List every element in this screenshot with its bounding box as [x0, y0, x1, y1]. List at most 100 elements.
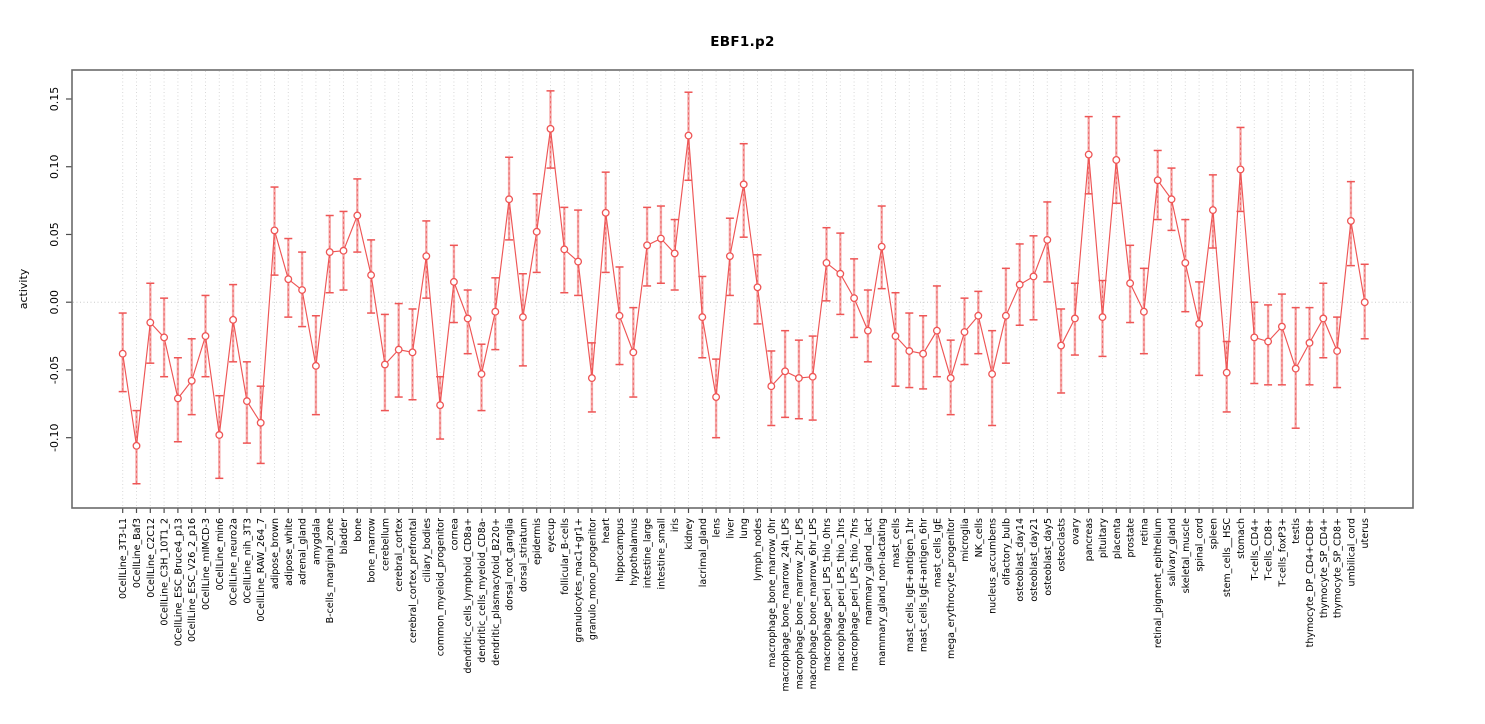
x-tick-label: NK_cells	[974, 518, 985, 557]
x-tick-label: mammary_gland__lact	[863, 518, 874, 625]
data-point	[298, 286, 307, 294]
data-point	[629, 348, 638, 357]
plot-frame	[71, 69, 1414, 509]
x-tick-label: bone_marrow	[367, 518, 378, 583]
data-point	[270, 226, 279, 235]
data-point	[325, 248, 334, 257]
data-point	[339, 246, 348, 255]
data-point	[1139, 307, 1148, 316]
data-point	[408, 348, 417, 357]
x-tick-label: follicular_B-cells	[560, 518, 571, 595]
data-point	[229, 315, 238, 324]
data-point	[684, 131, 693, 140]
x-tick-label: 0CellLine_C3H_10T1_2	[160, 518, 171, 626]
data-point	[380, 360, 389, 369]
x-tick-label: intestine_large	[643, 518, 654, 588]
x-tick-label: thymocyte_SP_CD4+	[1319, 518, 1330, 618]
x-tick-label: skeletal_muscle	[1181, 518, 1192, 593]
data-point	[132, 441, 141, 450]
x-tick-label: 0CellLine_RAW_264_7	[256, 518, 267, 622]
y-tick-label: 0.15	[48, 87, 61, 112]
data-point	[422, 252, 431, 261]
x-tick-label: adipose_white	[284, 518, 295, 586]
data-point	[546, 124, 555, 133]
y-axis-label: activity	[17, 268, 30, 309]
data-point	[1015, 280, 1024, 289]
x-tick-label: 0CellLine_mIMCD-3	[201, 518, 212, 610]
x-tick-label: dorsal_root_ganglia	[505, 518, 516, 611]
x-tick-label: dendritic_cells_myeloid_CD8a-	[477, 518, 488, 663]
x-tick-label: spleen	[1208, 518, 1219, 549]
x-tick-label: granulo_mono_progenitor	[587, 518, 598, 640]
y-tick-label: -0.05	[48, 356, 61, 384]
data-point	[863, 326, 872, 335]
x-tick-label: olfactory_bulb	[1001, 518, 1012, 585]
data-point	[1001, 311, 1010, 320]
data-point	[1346, 216, 1355, 225]
data-point	[187, 376, 196, 385]
x-tick-label: macrophage_bone_marrow_2hr_LPS	[794, 518, 805, 689]
chart-title: EBF1.p2	[710, 34, 774, 50]
data-point	[767, 382, 776, 391]
y-tick-label: 0.05	[48, 222, 61, 247]
x-tick-label: mast_cells_IgE+antigen_1hr	[905, 518, 916, 652]
data-point	[574, 257, 583, 266]
data-point	[353, 211, 362, 220]
x-tick-label: mast_cells_IgE+antigen_6hr	[919, 518, 930, 652]
x-tick-label: pituitary	[1098, 518, 1109, 559]
x-tick-label: cerebral_cortex	[394, 518, 405, 592]
data-point	[1195, 319, 1204, 328]
data-point	[587, 374, 596, 383]
x-tick-label: macrophage_bone_marrow_0hr	[767, 518, 778, 668]
data-point	[256, 418, 265, 427]
x-tick-label: 0CellLine_3T3-L1	[118, 518, 129, 599]
x-tick-label: mega_erythrocyte_progenitor	[946, 518, 957, 659]
x-tick-label: nucleus_accumbens	[988, 518, 999, 614]
data-point	[284, 275, 293, 284]
x-tick-label: cornea	[449, 518, 460, 550]
x-tick-label: prostate	[1126, 518, 1137, 558]
data-point	[1305, 338, 1314, 347]
data-point	[905, 347, 914, 355]
x-tick-label: thymocyte_DP_CD4+CD8+	[1305, 518, 1316, 647]
data-point	[932, 326, 941, 335]
x-tick-label: adipose_brown	[270, 518, 281, 589]
data-point	[1208, 206, 1217, 215]
data-point	[477, 370, 486, 378]
x-tick-label: 0CellLine_ESC_V26_2_p16	[187, 518, 198, 642]
x-tick-label: B-cells_marginal_zone	[325, 518, 336, 624]
data-point	[615, 311, 624, 320]
data-point	[808, 372, 817, 381]
x-tick-label: stomach	[1236, 518, 1247, 559]
x-tick-label: intestine_small	[656, 518, 667, 589]
data-point	[1070, 314, 1079, 323]
data-point	[311, 361, 320, 370]
x-tick-label: kidney	[684, 518, 695, 550]
x-tick-label: T-cells_foxP3+	[1277, 518, 1288, 588]
x-tick-label: dendritic_plasmacytoid_B220+	[491, 518, 502, 666]
data-point	[173, 394, 182, 403]
data-point	[242, 397, 251, 406]
x-tick-label: lens	[712, 518, 723, 538]
x-tick-label: osteoclasts	[1057, 518, 1068, 572]
data-point	[160, 333, 169, 342]
data-point	[1126, 279, 1135, 288]
x-tick-label: T-cells_CD4+	[1250, 518, 1261, 581]
x-tick-label: pancreas	[1084, 518, 1095, 561]
x-tick-label: placenta	[1112, 518, 1123, 559]
data-point	[1333, 347, 1342, 355]
x-tick-label: stem_cells__HSC	[1222, 518, 1233, 597]
x-tick-label: iris	[670, 518, 681, 532]
x-tick-label: bone	[353, 518, 364, 542]
x-tick-label: umbilical_cord	[1346, 518, 1357, 586]
y-tick-label: -0.10	[48, 423, 61, 451]
data-point	[436, 401, 445, 410]
data-point	[1043, 235, 1052, 244]
data-point	[1360, 298, 1369, 307]
x-tick-label: macrophage_peri_LPS_thio_1hrs	[836, 518, 847, 671]
data-point	[1112, 156, 1121, 164]
x-tick-label: testis	[1291, 518, 1302, 544]
x-tick-label: 0CellLine_ESC_Bruce4_p13	[173, 518, 184, 646]
x-tick-label: amygdala	[311, 518, 322, 565]
